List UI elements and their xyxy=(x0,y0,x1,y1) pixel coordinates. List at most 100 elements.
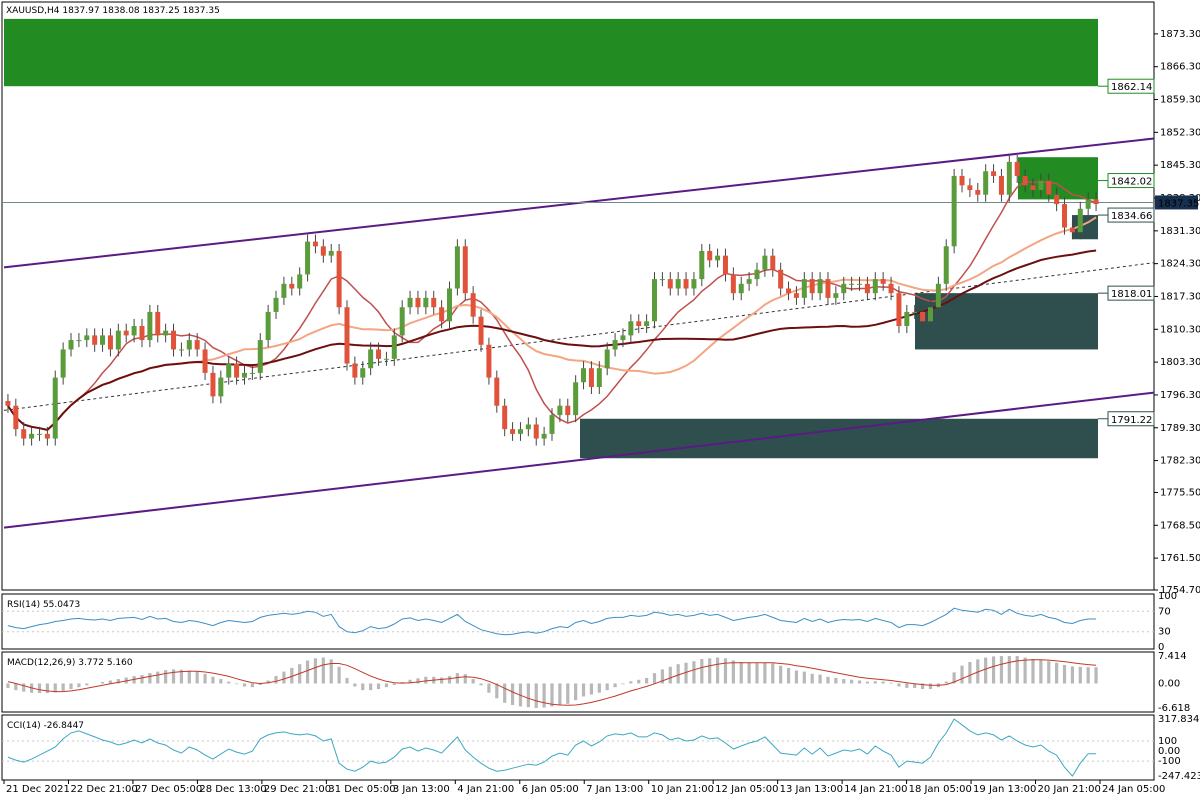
macd-hist-bar xyxy=(510,683,515,705)
macd-hist-bar xyxy=(1039,659,1043,684)
candle-body xyxy=(967,185,973,191)
y-tick-label: 1782.30 xyxy=(1160,456,1200,467)
candle-body xyxy=(289,283,295,289)
macd-hist-bar xyxy=(850,679,854,684)
macd-hist-bar xyxy=(763,662,767,684)
macd-hist-bar xyxy=(755,663,759,684)
macd-hist-bar xyxy=(1015,656,1019,684)
macd-hist-bar xyxy=(195,671,199,684)
macd-hist-bar xyxy=(700,659,704,684)
y-tick-label: 1817.30 xyxy=(1160,291,1200,302)
candle-body xyxy=(107,335,113,350)
level-label: 1862.14 xyxy=(1111,82,1152,93)
candle-body xyxy=(927,307,933,322)
macd-hist-bar xyxy=(968,661,972,684)
macd-hist-bar xyxy=(116,679,120,684)
y-tick-label: 1824.30 xyxy=(1160,259,1200,270)
macd-hist-bar xyxy=(771,663,775,684)
candle-body xyxy=(29,433,35,439)
macd-hist-bar xyxy=(85,683,89,686)
macd-hist-bar xyxy=(802,671,806,684)
x-tick-label: 3 Jan 13:00 xyxy=(393,784,450,795)
candle-body xyxy=(478,316,484,345)
macd-hist-bar xyxy=(69,683,73,690)
candle-body xyxy=(344,307,350,364)
macd-hist-bar xyxy=(274,676,278,684)
candle-body xyxy=(139,326,145,341)
macd-hist-bar xyxy=(305,660,310,684)
macd-hist-bar xyxy=(77,683,81,688)
macd-hist-bar xyxy=(447,676,452,684)
macd-hist-bar xyxy=(471,679,475,684)
channel-midline xyxy=(3,262,1155,411)
x-tick-label: 6 Jan 05:00 xyxy=(522,784,579,795)
macd-hist-bar xyxy=(22,683,26,692)
candle-body xyxy=(620,335,626,341)
candle-body xyxy=(297,274,303,289)
macd-hist-bar xyxy=(731,660,735,684)
macd-hist-bar xyxy=(14,683,18,691)
macd-hist-bar xyxy=(45,683,49,694)
candle-body xyxy=(368,349,374,369)
macd-hist-bar xyxy=(1070,666,1075,684)
candle-body xyxy=(131,326,137,336)
candle-body xyxy=(880,279,886,284)
candle-body xyxy=(1054,194,1060,205)
macd-hist-bar xyxy=(424,676,428,684)
macd-hist-bar xyxy=(984,657,988,684)
candle-body xyxy=(864,283,870,294)
level-label-box xyxy=(1107,207,1155,223)
candle-body xyxy=(541,433,547,439)
x-tick-label: 19 Jan 13:00 xyxy=(973,784,1036,795)
candle-body xyxy=(391,335,397,359)
candle-body xyxy=(186,340,192,350)
candle-body xyxy=(115,330,121,350)
candle-body xyxy=(36,433,42,435)
macd-hist-bar xyxy=(1086,667,1090,684)
cci-label: CCI(14) -26.8447 xyxy=(7,721,84,731)
macd-label: MACD(12,26,9) 3.772 5.160 xyxy=(7,658,133,668)
y-tick-label: 1754.70 xyxy=(1160,585,1200,596)
candle-body xyxy=(1022,175,1028,186)
candle-body xyxy=(218,377,224,397)
macd-hist-bar xyxy=(140,674,144,684)
macd-hist-bar xyxy=(944,681,948,684)
candle-body xyxy=(44,433,50,439)
macd-hist-bar xyxy=(179,669,184,684)
macd-hist-bar xyxy=(684,662,688,684)
candle-body xyxy=(1093,199,1099,205)
y-tick-label: 1768.50 xyxy=(1160,520,1200,531)
x-tick-label: 10 Jan 21:00 xyxy=(651,784,714,795)
x-tick-label: 12 Jan 05:00 xyxy=(715,784,778,795)
candle-body xyxy=(305,241,311,275)
macd-hist-bar xyxy=(991,656,996,684)
candle-body xyxy=(525,424,531,430)
cci-tick-label: 100 xyxy=(1158,736,1177,747)
level-label-box xyxy=(1107,285,1155,301)
candle-body xyxy=(249,372,255,374)
x-tick-label: 4 Jan 21:00 xyxy=(457,784,514,795)
y-tick-label: 1761.50 xyxy=(1160,553,1200,564)
macd-hist-bar xyxy=(810,673,814,684)
candle-body xyxy=(825,279,831,298)
macd-hist-bar xyxy=(258,683,262,685)
macd-hist-bar xyxy=(416,678,420,684)
candle-body xyxy=(1038,180,1044,191)
candle-body xyxy=(833,293,839,298)
y-tick-label: 1796.30 xyxy=(1160,390,1200,401)
candle-body xyxy=(549,415,555,434)
macd-hist-bar xyxy=(392,683,396,685)
candle-body xyxy=(770,255,776,270)
candle-body xyxy=(565,405,571,416)
candle-body xyxy=(281,283,287,298)
candle-body xyxy=(667,279,673,289)
macd-hist-bar xyxy=(605,683,609,691)
macd-hist-bar xyxy=(913,683,917,688)
macd-hist-bar xyxy=(353,683,357,687)
candle-body xyxy=(581,368,587,383)
candle-body xyxy=(841,283,847,294)
